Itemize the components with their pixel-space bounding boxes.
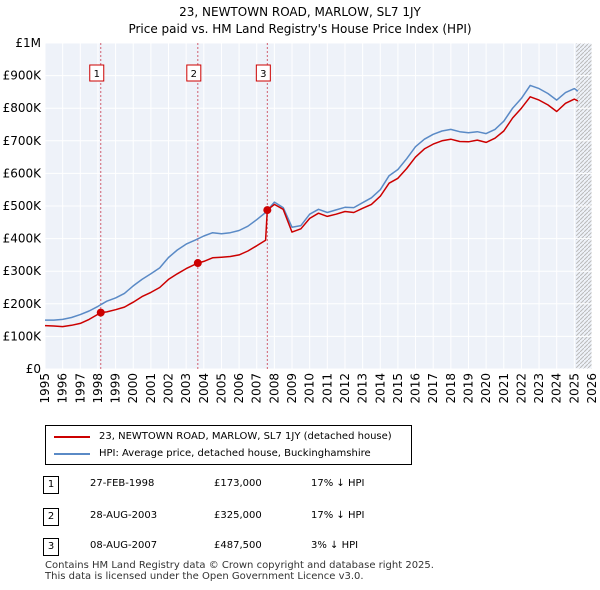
- x-tick-label: 2004: [197, 373, 211, 404]
- x-tick-label: 1996: [56, 373, 70, 404]
- legend-item-hpi: HPI: Average price, detached house, Buck…: [46, 445, 411, 463]
- sale-row: 3 08-AUG-2007 £487,500 3% ↓ HPI: [0, 537, 600, 557]
- x-tick-label: 2008: [267, 373, 281, 404]
- x-tick-label: 2002: [162, 373, 176, 404]
- x-tick-label: 2011: [320, 373, 334, 404]
- y-tick-label: £300K: [3, 264, 43, 278]
- x-tick-label: 2000: [126, 373, 140, 404]
- x-tick-label: 2018: [444, 373, 458, 404]
- x-tick-label: 2012: [338, 373, 352, 404]
- y-tick-label: £500K: [3, 199, 43, 213]
- sale-hpi-diff: 17% ↓ HPI: [311, 510, 365, 521]
- x-tick-label: 2014: [373, 373, 387, 404]
- y-axis: £0 £100K £200K £300K £400K £500K £600K £700K £80…: [3, 36, 43, 376]
- series-group: [44, 84, 579, 328]
- x-axis: 1995 1996 1997 1998 1999 2000 2001 2002 2003 2004…: [38, 373, 599, 404]
- x-tick-label: 2024: [550, 373, 564, 404]
- x-tick-label: 2006: [232, 373, 246, 404]
- series-line-property: [44, 96, 579, 328]
- x-tick-label: 2023: [532, 373, 546, 404]
- series-line-hpi: [45, 84, 579, 321]
- sale-date: 08-AUG-2007: [90, 540, 158, 551]
- legend-item-property: 23, NEWTOWN ROAD, MARLOW, SL7 1JY (detac…: [46, 428, 411, 446]
- sale-label-box: 2: [186, 64, 202, 82]
- footer-line-2: This data is licensed under the Open Gov…: [45, 571, 364, 582]
- sale-points: [96, 206, 272, 317]
- price-chart: 1 2 3 £0 £100K £200K £300K £400K £500K £600K £700…: [3, 36, 599, 404]
- x-tick-label: 2013: [356, 373, 370, 404]
- x-tick-label: 2022: [514, 373, 528, 404]
- sale-label-box: 1: [89, 64, 105, 82]
- x-tick-label: 1995: [38, 373, 52, 404]
- title-line-1: 23, NEWTOWN ROAD, MARLOW, SL7 1JY: [179, 5, 421, 19]
- sale-label-boxes: 1 2 3: [89, 64, 271, 82]
- y-tick-label: £800K: [3, 101, 43, 115]
- footer: Contains HM Land Registry data © Crown c…: [45, 560, 434, 582]
- x-tick-label: 1998: [91, 373, 105, 404]
- x-tick-label: 2019: [461, 373, 475, 404]
- legend-swatch-property: [54, 436, 90, 438]
- sale-number: 3: [43, 538, 59, 556]
- sale-date: 28-AUG-2003: [90, 510, 158, 521]
- y-tick-label: £400K: [3, 232, 43, 246]
- sale-label-text: 1: [94, 69, 100, 80]
- sale-number: 2: [43, 508, 59, 526]
- y-tick-label: £700K: [3, 134, 43, 148]
- y-tick-label: £1M: [15, 36, 41, 50]
- footer-line-1: Contains HM Land Registry data © Crown c…: [45, 560, 434, 571]
- sale-point: [263, 206, 272, 215]
- x-tick-label: 2010: [303, 373, 317, 404]
- x-tick-label: 2026: [585, 373, 599, 404]
- y-tick-label: £200K: [3, 297, 43, 311]
- x-tick-label: 2007: [250, 373, 264, 404]
- x-tick-label: 2021: [497, 373, 511, 404]
- y-tick-label: £100K: [3, 329, 43, 343]
- sale-price: £173,000: [214, 478, 262, 489]
- legend: 23, NEWTOWN ROAD, MARLOW, SL7 1JY (detac…: [45, 425, 412, 465]
- x-tick-label: 1999: [109, 373, 123, 404]
- x-tick-label: 2005: [214, 373, 228, 404]
- x-tick-label: 2020: [479, 373, 493, 404]
- legend-label-hpi: HPI: Average price, detached house, Buck…: [99, 448, 371, 459]
- sale-price: £325,000: [214, 510, 262, 521]
- title-line-2: Price paid vs. HM Land Registry's House …: [128, 22, 472, 36]
- sale-row: 2 28-AUG-2003 £325,000 17% ↓ HPI: [0, 507, 600, 527]
- sale-hpi-diff: 3% ↓ HPI: [311, 540, 359, 551]
- sale-label-text: 2: [191, 69, 197, 80]
- y-tick-label: £600K: [3, 166, 43, 180]
- sale-number: 1: [43, 476, 59, 494]
- x-tick-label: 2009: [285, 373, 299, 404]
- x-tick-label: 1997: [73, 373, 87, 404]
- sale-hpi-diff: 17% ↓ HPI: [311, 478, 365, 489]
- x-tick-label: 2015: [391, 373, 405, 404]
- sale-label-rect: [186, 64, 202, 82]
- legend-swatch-hpi: [54, 453, 90, 455]
- chart-title: 23, NEWTOWN ROAD, MARLOW, SL7 1JY Price …: [0, 4, 600, 38]
- x-tick-label: 2017: [426, 373, 440, 404]
- sale-point: [193, 259, 202, 268]
- sale-date: 27-FEB-1998: [90, 478, 155, 489]
- sale-label-box: 3: [255, 64, 271, 82]
- legend-label-property: 23, NEWTOWN ROAD, MARLOW, SL7 1JY (detac…: [99, 431, 392, 442]
- y-tick-label: £900K: [3, 69, 43, 83]
- sale-label-rect: [255, 64, 271, 82]
- sale-label-rect: [89, 64, 105, 82]
- sale-price: £487,500: [214, 540, 262, 551]
- x-tick-label: 2003: [179, 373, 193, 404]
- sale-label-text: 3: [260, 69, 266, 80]
- sale-point: [96, 308, 105, 317]
- x-tick-label: 2001: [144, 373, 158, 404]
- y-tick-label: £0: [26, 362, 41, 376]
- x-tick-label: 2025: [567, 373, 581, 404]
- sale-row: 1 27-FEB-1998 £173,000 17% ↓ HPI: [0, 475, 600, 495]
- x-tick-label: 2016: [409, 373, 423, 404]
